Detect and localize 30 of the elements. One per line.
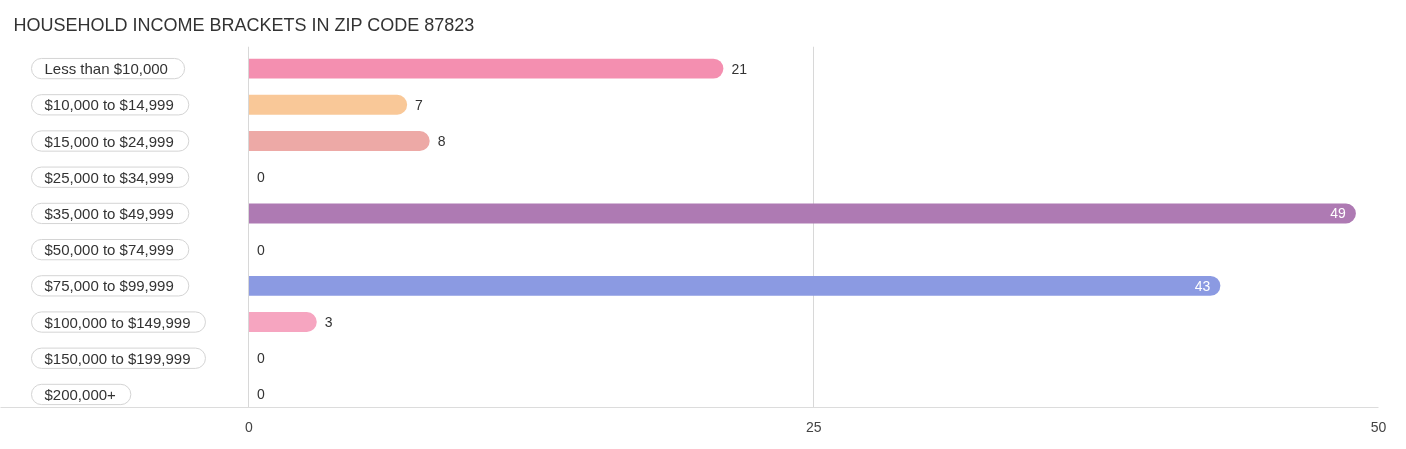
data-label: 7 xyxy=(415,96,424,113)
data-label: 49 xyxy=(1330,205,1347,222)
y-tick-label: $10,000 to $14,999 xyxy=(44,96,174,114)
bar xyxy=(248,312,317,333)
data-label: 0 xyxy=(256,386,265,403)
y-tick-label: $150,000 to $199,999 xyxy=(44,349,191,367)
x-tick-label: 0 xyxy=(245,418,254,435)
bar xyxy=(248,275,1221,296)
y-tick-label: Less than $10,000 xyxy=(44,60,168,78)
data-label: 0 xyxy=(256,241,265,258)
data-label: 8 xyxy=(437,133,446,149)
y-tick-label: $15,000 to $24,999 xyxy=(44,132,174,150)
x-tick-label: 50 xyxy=(1370,418,1387,435)
y-tick-label: $100,000 to $149,999 xyxy=(44,313,191,331)
bar xyxy=(248,94,408,115)
data-label: 21 xyxy=(731,60,748,77)
data-label: 43 xyxy=(1194,277,1211,294)
chart-title: HOUSEHOLD INCOME BRACKETS IN ZIP CODE 87823 xyxy=(13,14,475,35)
y-tick-label: $25,000 to $34,999 xyxy=(44,168,174,186)
y-tick-label: $75,000 to $99,999 xyxy=(44,277,174,295)
y-tick-label: $200,000+ xyxy=(44,385,117,403)
x-tick-label: 25 xyxy=(805,418,822,435)
data-label: 3 xyxy=(324,314,333,331)
bar xyxy=(248,131,430,151)
data-label: 0 xyxy=(256,350,265,367)
bar xyxy=(248,58,724,79)
y-tick-label: $35,000 to $49,999 xyxy=(44,204,174,222)
data-label: 0 xyxy=(256,169,265,186)
bar xyxy=(248,203,1356,224)
y-tick-label: $50,000 to $74,999 xyxy=(44,241,174,259)
